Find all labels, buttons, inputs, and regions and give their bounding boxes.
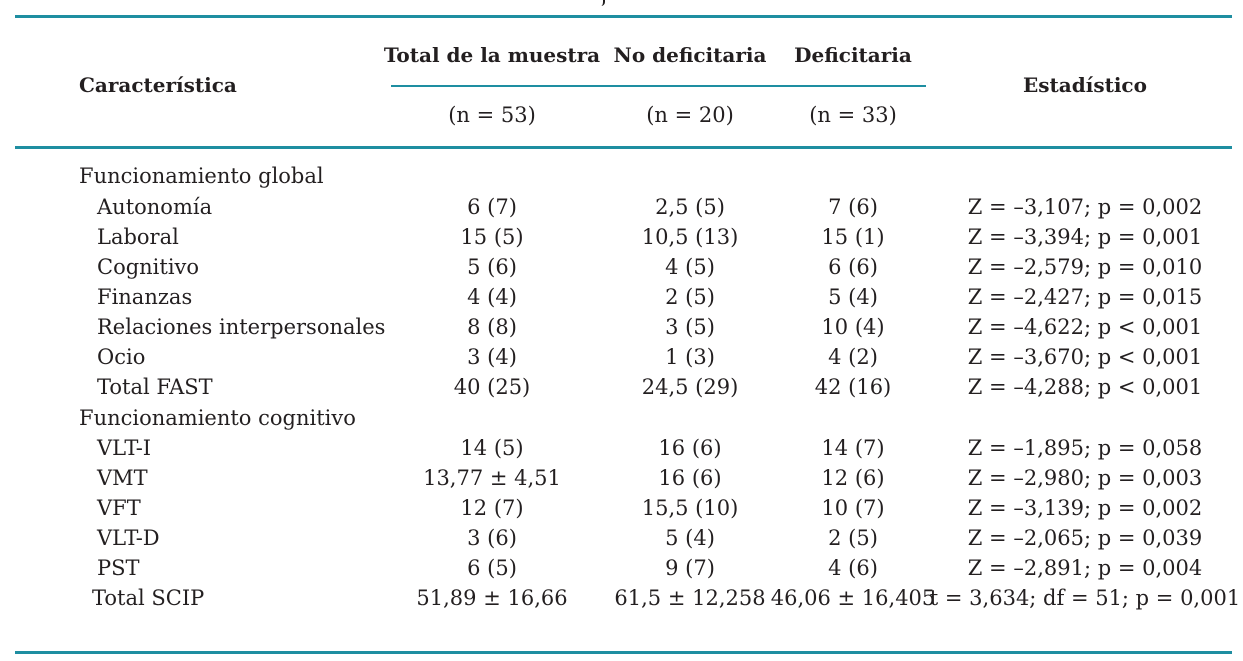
cell-no-deficitaria: 24,5 (29) xyxy=(641,375,739,399)
cell-no-deficitaria: 2,5 (5) xyxy=(655,195,725,219)
cell-statistic: Z = –3,670; p < 0,001 xyxy=(967,345,1203,369)
cell-statistic: Z = –2,980; p = 0,003 xyxy=(967,466,1203,490)
header-mid-rule xyxy=(391,85,926,87)
cell-deficitaria: 4 (6) xyxy=(828,556,878,580)
header-no-deficitaria: No deficitaria xyxy=(613,43,767,67)
bottom-rule xyxy=(15,651,1232,654)
cell-statistic: Z = –2,065; p = 0,039 xyxy=(967,526,1203,550)
row-label: Relaciones interpersonales xyxy=(97,315,386,339)
cell-no-deficitaria: 10,5 (13) xyxy=(641,225,739,249)
row-label: Cognitivo xyxy=(97,255,200,279)
cell-deficitaria: 4 (2) xyxy=(828,345,878,369)
row-label: VLT-I xyxy=(97,436,152,460)
cell-statistic: Z = –2,579; p = 0,010 xyxy=(967,255,1203,279)
cell-total: 13,77 ± 4,51 xyxy=(423,466,561,490)
cell-no-deficitaria: 2 (5) xyxy=(665,285,715,309)
cell-deficitaria: 12 (6) xyxy=(821,466,885,490)
n-no-deficitaria: (n = 20) xyxy=(646,103,734,127)
cell-deficitaria: 2 (5) xyxy=(828,526,878,550)
cell-deficitaria: 14 (7) xyxy=(821,436,885,460)
cell-total: 3 (4) xyxy=(467,345,517,369)
row-label: Finanzas xyxy=(97,285,193,309)
cell-total: 6 (5) xyxy=(467,556,517,580)
section-title-global: Funcionamiento global xyxy=(79,164,324,188)
cropped-caption-glyph xyxy=(596,0,605,6)
row-label: Ocio xyxy=(97,345,146,369)
cell-deficitaria: 6 (6) xyxy=(828,255,878,279)
cell-deficitaria: 5 (4) xyxy=(828,285,878,309)
cell-deficitaria: 42 (16) xyxy=(814,375,892,399)
n-total: (n = 53) xyxy=(448,103,536,127)
header-bottom-rule xyxy=(15,146,1232,149)
cell-statistic: Z = –4,622; p < 0,001 xyxy=(967,315,1203,339)
cell-deficitaria: 10 (4) xyxy=(821,315,885,339)
cell-no-deficitaria: 5 (4) xyxy=(665,526,715,550)
row-label: Total SCIP xyxy=(92,586,205,610)
cell-statistic: Z = –3,107; p = 0,002 xyxy=(967,195,1203,219)
cell-statistic: t = 3,634; df = 51; p = 0,001 xyxy=(929,586,1241,610)
section-title-cognitive: Funcionamiento cognitivo xyxy=(79,406,356,430)
cell-total: 5 (6) xyxy=(467,255,517,279)
cell-total: 6 (7) xyxy=(467,195,517,219)
cell-total: 40 (25) xyxy=(453,375,531,399)
row-label: PST xyxy=(97,556,140,580)
cell-total: 8 (8) xyxy=(467,315,517,339)
cell-total: 15 (5) xyxy=(460,225,524,249)
header-total: Total de la muestra xyxy=(383,43,601,67)
cell-statistic: Z = –3,139; p = 0,002 xyxy=(967,496,1203,520)
cell-total: 3 (6) xyxy=(467,526,517,550)
cell-total: 12 (7) xyxy=(460,496,524,520)
cell-statistic: Z = –4,288; p < 0,001 xyxy=(967,375,1203,399)
top-rule xyxy=(15,15,1232,18)
cell-deficitaria: 15 (1) xyxy=(821,225,885,249)
cell-no-deficitaria: 1 (3) xyxy=(665,345,715,369)
cell-no-deficitaria: 4 (5) xyxy=(665,255,715,279)
cell-no-deficitaria: 16 (6) xyxy=(658,436,722,460)
cell-statistic: Z = –3,394; p = 0,001 xyxy=(967,225,1203,249)
cell-total: 51,89 ± 16,66 xyxy=(416,586,568,610)
row-label: VFT xyxy=(97,496,141,520)
header-statistic: Estadístico xyxy=(1023,73,1147,97)
cell-statistic: Z = –1,895; p = 0,058 xyxy=(967,436,1203,460)
cell-statistic: Z = –2,891; p = 0,004 xyxy=(967,556,1203,580)
row-label: VMT xyxy=(97,466,148,490)
cell-no-deficitaria: 15,5 (10) xyxy=(641,496,739,520)
row-label: Total FAST xyxy=(97,375,213,399)
cell-deficitaria: 7 (6) xyxy=(828,195,878,219)
cell-no-deficitaria: 16 (6) xyxy=(658,466,722,490)
n-deficitaria: (n = 33) xyxy=(809,103,897,127)
header-deficitaria: Deficitaria xyxy=(794,43,912,67)
cell-statistic: Z = –2,427; p = 0,015 xyxy=(967,285,1203,309)
row-label: VLT-D xyxy=(97,526,160,550)
cell-no-deficitaria: 61,5 ± 12,258 xyxy=(614,586,766,610)
cell-total: 4 (4) xyxy=(467,285,517,309)
cell-deficitaria: 46,06 ± 16,405 xyxy=(770,586,936,610)
row-label: Autonomía xyxy=(97,195,213,219)
cell-deficitaria: 10 (7) xyxy=(821,496,885,520)
header-characteristic: Característica xyxy=(79,73,237,97)
cell-no-deficitaria: 9 (7) xyxy=(665,556,715,580)
cell-total: 14 (5) xyxy=(460,436,524,460)
row-label: Laboral xyxy=(97,225,179,249)
cell-no-deficitaria: 3 (5) xyxy=(665,315,715,339)
